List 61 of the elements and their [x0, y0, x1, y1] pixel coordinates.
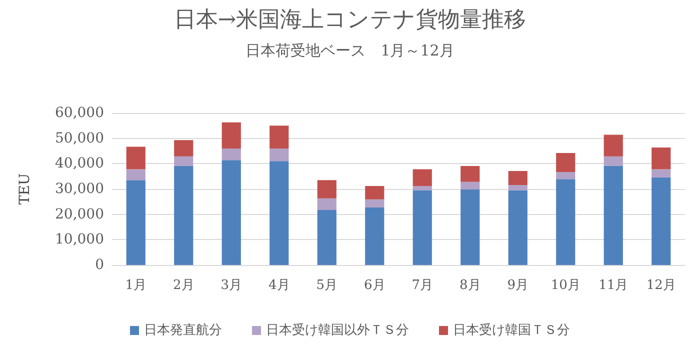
x-tick-label: 9月 [507, 278, 529, 293]
bar [174, 156, 194, 166]
x-tick-label: 8月 [459, 278, 481, 293]
bar [604, 134, 623, 156]
chart-title: 日本→米国海上コンテナ貨物量推移 [174, 8, 526, 32]
x-tick-label: 11月 [598, 278, 628, 293]
bar [412, 186, 432, 190]
legend-label: 日本受け韓国以外ＴＳ分 [266, 323, 409, 338]
bar [508, 171, 528, 185]
bar [556, 172, 576, 180]
bar [317, 210, 336, 265]
y-tick-label: 30,000 [55, 181, 104, 197]
bar [652, 147, 671, 170]
bar [270, 161, 289, 265]
y-tick-label: 40,000 [55, 156, 104, 172]
x-tick-label: 5月 [316, 278, 338, 293]
y-tick-label: 60,000 [55, 105, 104, 121]
bar [460, 182, 480, 190]
x-tick-label: 3月 [220, 278, 242, 293]
bar [222, 148, 241, 160]
bar [174, 166, 194, 265]
x-tick-label: 2月 [172, 278, 194, 293]
y-tick-label: 0 [95, 257, 104, 273]
bar [317, 180, 336, 198]
bar [365, 186, 384, 200]
bar [222, 122, 241, 148]
legend-label: 日本受け韓国ＴＳ分 [453, 323, 570, 338]
bar [270, 148, 289, 162]
legend-label: 日本発直航分 [144, 323, 222, 338]
bar [365, 199, 384, 208]
y-tick-label: 10,000 [55, 232, 104, 248]
y-tick-label: 50,000 [55, 130, 104, 146]
y-tick-label: 20,000 [55, 206, 104, 222]
bar [365, 207, 384, 265]
bar [222, 160, 241, 265]
bar [604, 156, 623, 166]
x-tick-label: 4月 [268, 278, 290, 293]
bar [317, 198, 336, 210]
bar [460, 189, 480, 265]
bar [508, 190, 528, 265]
y-axis-title: TEU [17, 173, 33, 205]
x-tick-label: 6月 [364, 278, 386, 293]
x-tick-label: 10月 [550, 278, 580, 293]
bar [604, 166, 623, 265]
bar [652, 177, 671, 265]
bar [174, 140, 194, 156]
bar [126, 146, 146, 170]
bar [412, 169, 432, 186]
x-tick-label: 1月 [125, 278, 147, 293]
x-tick-label: 12月 [646, 278, 676, 293]
bar [652, 169, 671, 178]
bar [508, 184, 528, 190]
bar [126, 180, 146, 265]
bar [412, 190, 432, 265]
x-tick-label: 7月 [412, 278, 434, 293]
bar [270, 126, 289, 148]
bar [126, 169, 146, 180]
bar [556, 153, 576, 172]
bar [556, 179, 576, 265]
bar [460, 166, 480, 182]
chart-subtitle: 日本荷受地ベース 1月～12月 [246, 42, 454, 60]
